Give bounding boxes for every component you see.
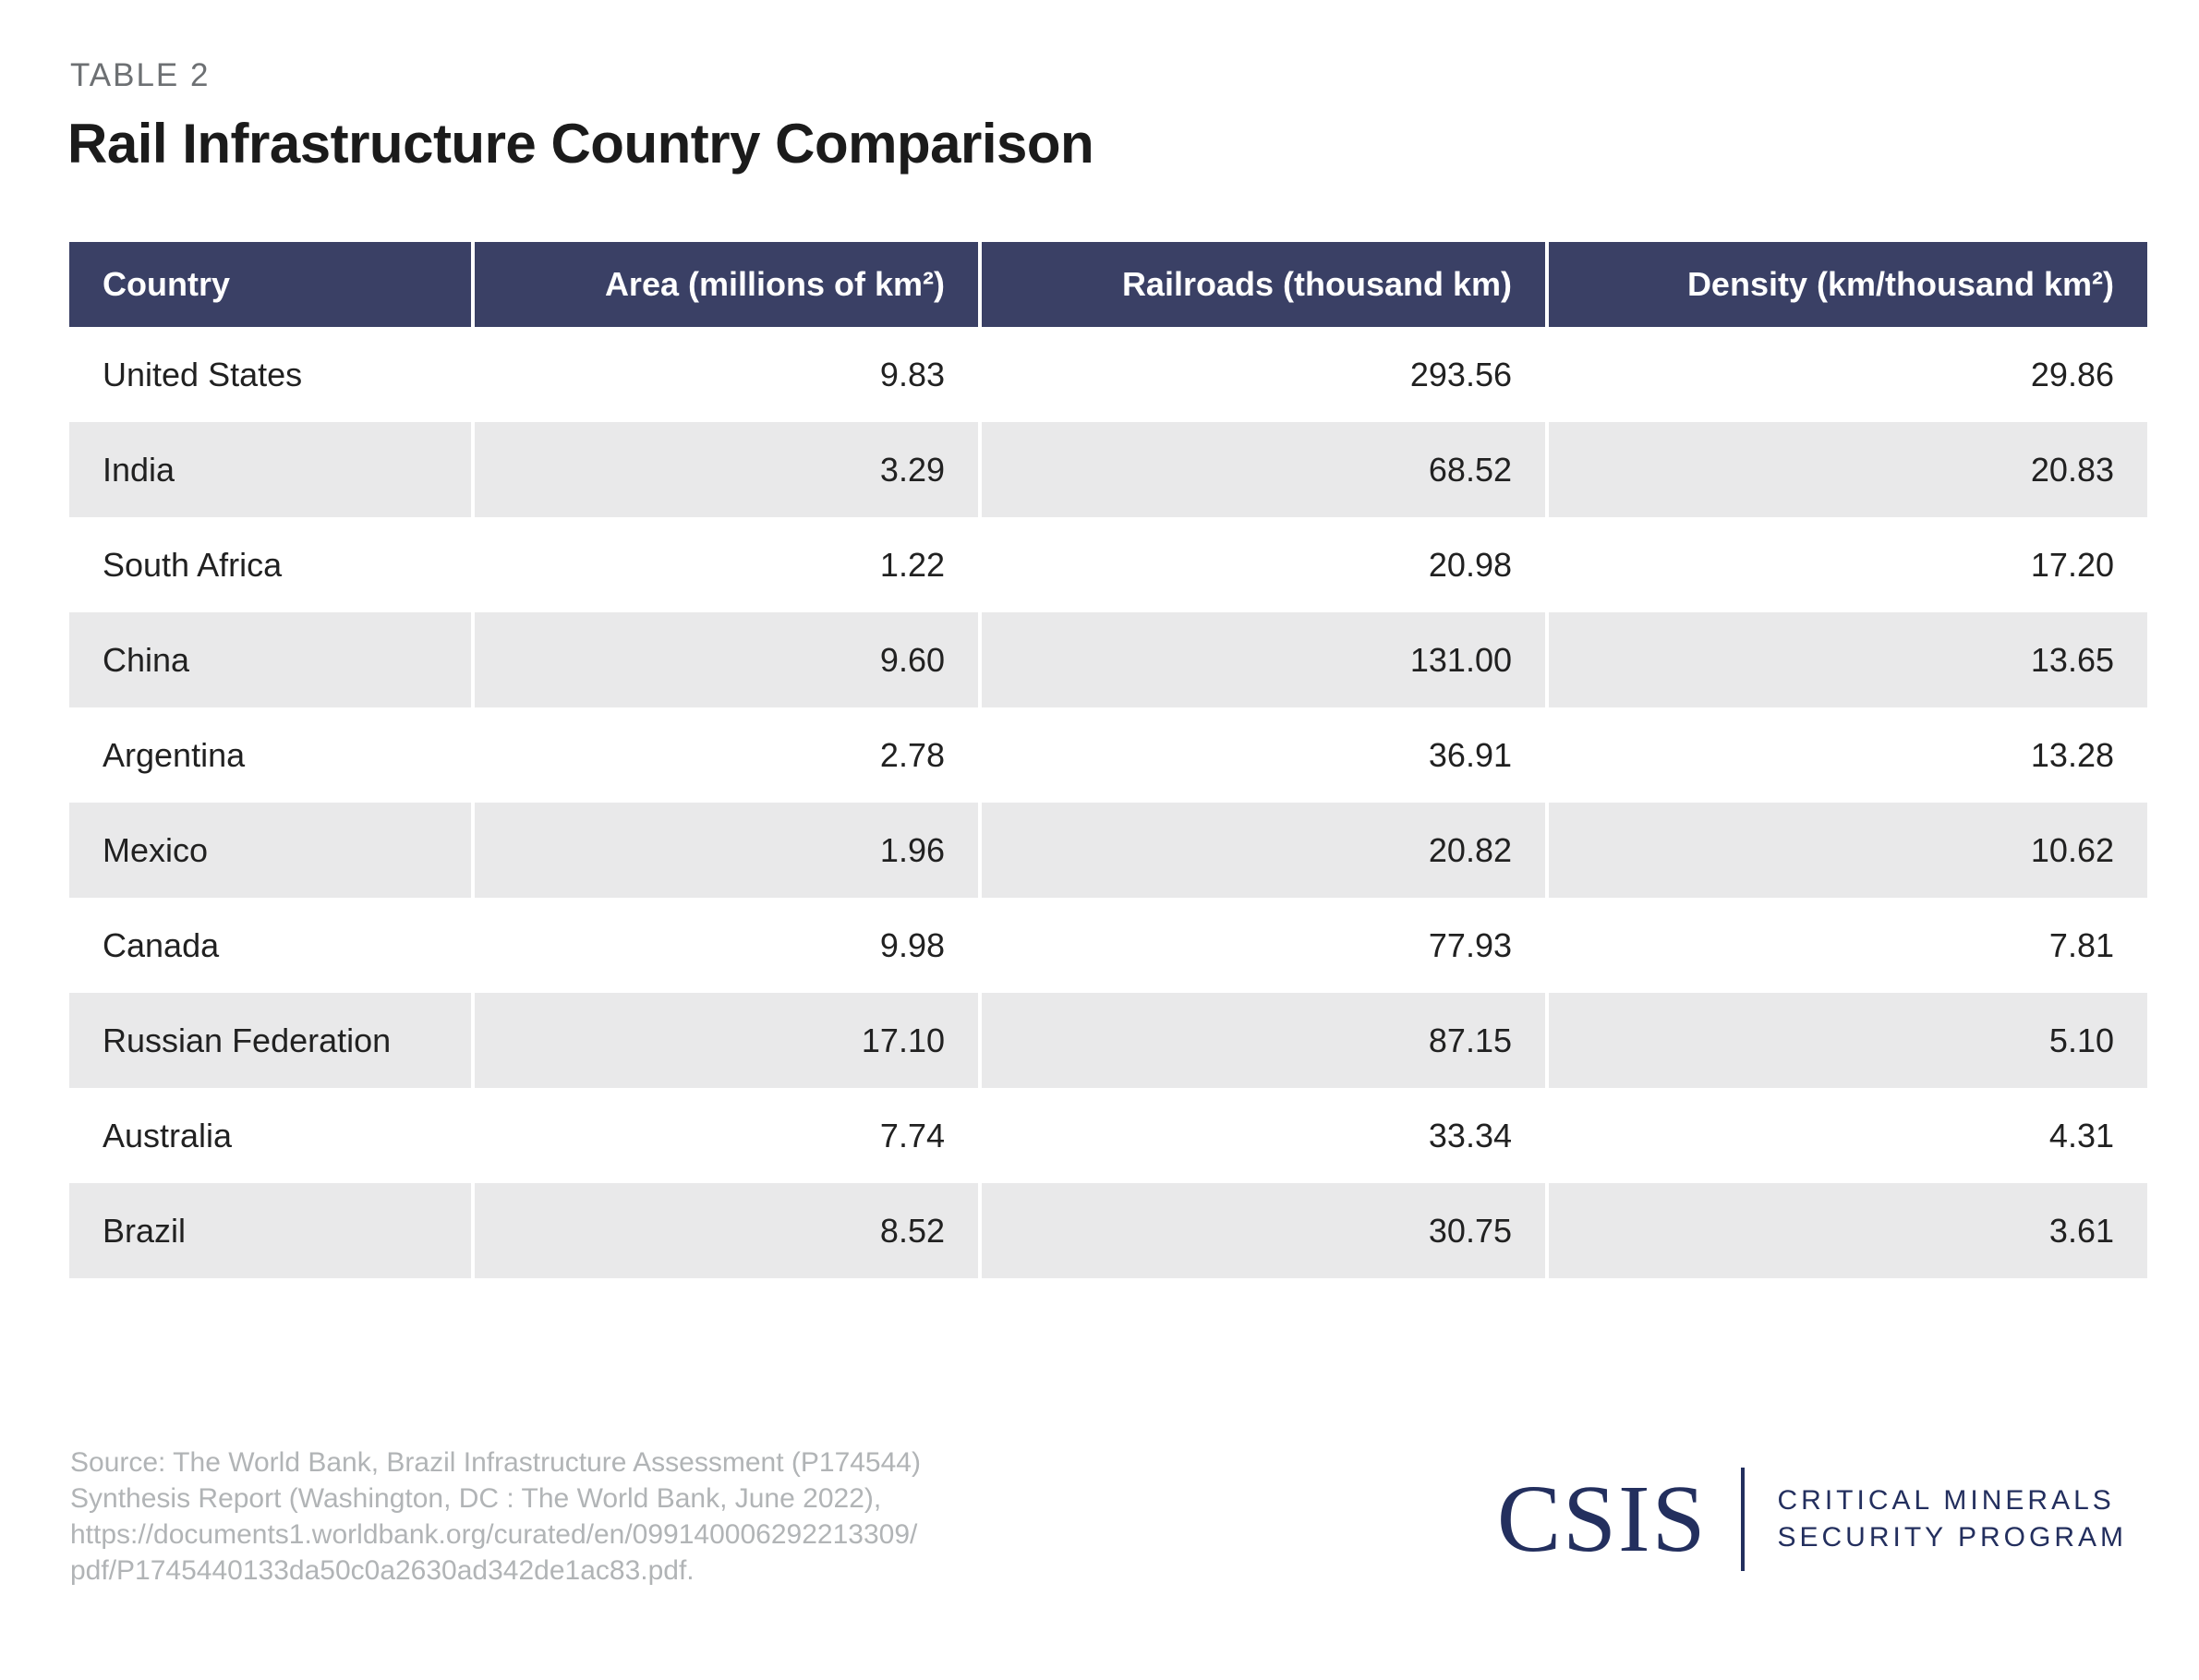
table-header: Country Area (millions of km²) Railroads… [69,242,2147,327]
cell-railroads: 293.56 [978,327,1547,422]
table-row: United States 9.83 293.56 29.86 [69,327,2147,422]
table-row: China 9.60 131.00 13.65 [69,612,2147,707]
cell-density: 13.28 [1545,707,2147,803]
source-line: https://documents1.worldbank.org/curated… [70,1519,918,1550]
cell-railroads: 30.75 [978,1183,1547,1278]
cell-railroads: 20.98 [978,517,1547,612]
source-line: Source: The World Bank, Brazil Infrastru… [70,1447,921,1478]
cell-area: 9.60 [471,612,980,707]
column-header-railroads: Railroads (thousand km) [978,242,1547,327]
cell-country: South Africa [103,545,283,584]
cell-country: Brazil [69,1183,473,1278]
cell-country: Canada [103,925,220,964]
cell-area: 9.98 [471,898,980,993]
logo-program-line1: CRITICAL MINERALS [1777,1485,2115,1516]
cell-area: 2.78 [471,707,980,803]
cell-density: 4.31 [1545,1088,2147,1183]
cell-country: Russian Federation [69,993,473,1088]
source-line: pdf/P1745440133da50c0a2630ad342de1ac83.p… [70,1555,695,1586]
cell-area: 9.83 [471,327,980,422]
cell-country: Argentina [103,735,246,774]
table-body: United States 9.83 293.56 29.86 India 3.… [69,327,2147,1278]
logo-program-line2: SECURITY PROGRAM [1777,1522,2127,1553]
table-row: Canada 9.98 77.93 7.81 [69,898,2147,993]
cell-density: 13.65 [1545,612,2147,707]
table-label: TABLE 2 [70,57,211,93]
cell-density: 17.20 [1545,517,2147,612]
cell-area: 3.29 [471,422,980,517]
table-row: Russian Federation 17.10 87.15 5.10 [69,993,2147,1088]
header-row: Country Area (millions of km²) Railroads… [69,242,2147,327]
cell-railroads: 36.91 [978,707,1547,803]
page-title: Rail Infrastructure Country Comparison [67,113,1094,175]
column-header-country: Country [69,242,473,327]
csis-logo: CSIS CRITICAL MINERALS SECURITY PROGRAM [1497,1465,2127,1574]
cell-density: 20.83 [1545,422,2147,517]
source-citation: Source: The World Bank, Brazil Infrastru… [70,1444,921,1589]
cell-density: 7.81 [1545,898,2147,993]
cell-density: 3.61 [1545,1183,2147,1278]
source-line: Synthesis Report (Washington, DC : The W… [70,1483,882,1514]
cell-country: India [69,422,473,517]
cell-area: 8.52 [471,1183,980,1278]
cell-railroads: 68.52 [978,422,1547,517]
cell-railroads: 77.93 [978,898,1547,993]
cell-railroads: 20.82 [978,803,1547,898]
logo-divider [1740,1468,1745,1571]
table-row: South Africa 1.22 20.98 17.20 [69,517,2147,612]
cell-country: China [69,612,473,707]
cell-density: 5.10 [1545,993,2147,1088]
table-row: Argentina 2.78 36.91 13.28 [69,707,2147,803]
cell-area: 7.74 [471,1088,980,1183]
cell-area: 1.96 [471,803,980,898]
cell-railroads: 131.00 [978,612,1547,707]
cell-area: 17.10 [471,993,980,1088]
column-header-density: Density (km/thousand km²) [1545,242,2147,327]
cell-area: 1.22 [471,517,980,612]
column-header-area: Area (millions of km²) [471,242,980,327]
rail-infrastructure-table: Country Area (millions of km²) Railroads… [69,242,2147,1278]
table-row: Australia 7.74 33.34 4.31 [69,1088,2147,1183]
table-row: India 3.29 68.52 20.83 [69,422,2147,517]
cell-railroads: 87.15 [978,993,1547,1088]
cell-density: 29.86 [1545,327,2147,422]
cell-country: Mexico [69,803,473,898]
cell-country: Australia [103,1116,233,1154]
cell-country: United States [103,355,303,393]
logo-program-name: CRITICAL MINERALS SECURITY PROGRAM [1778,1482,2128,1556]
table-row: Mexico 1.96 20.82 10.62 [69,803,2147,898]
csis-wordmark: CSIS [1496,1466,1708,1572]
cell-railroads: 33.34 [978,1088,1547,1183]
table-row: Brazil 8.52 30.75 3.61 [69,1183,2147,1278]
cell-density: 10.62 [1545,803,2147,898]
